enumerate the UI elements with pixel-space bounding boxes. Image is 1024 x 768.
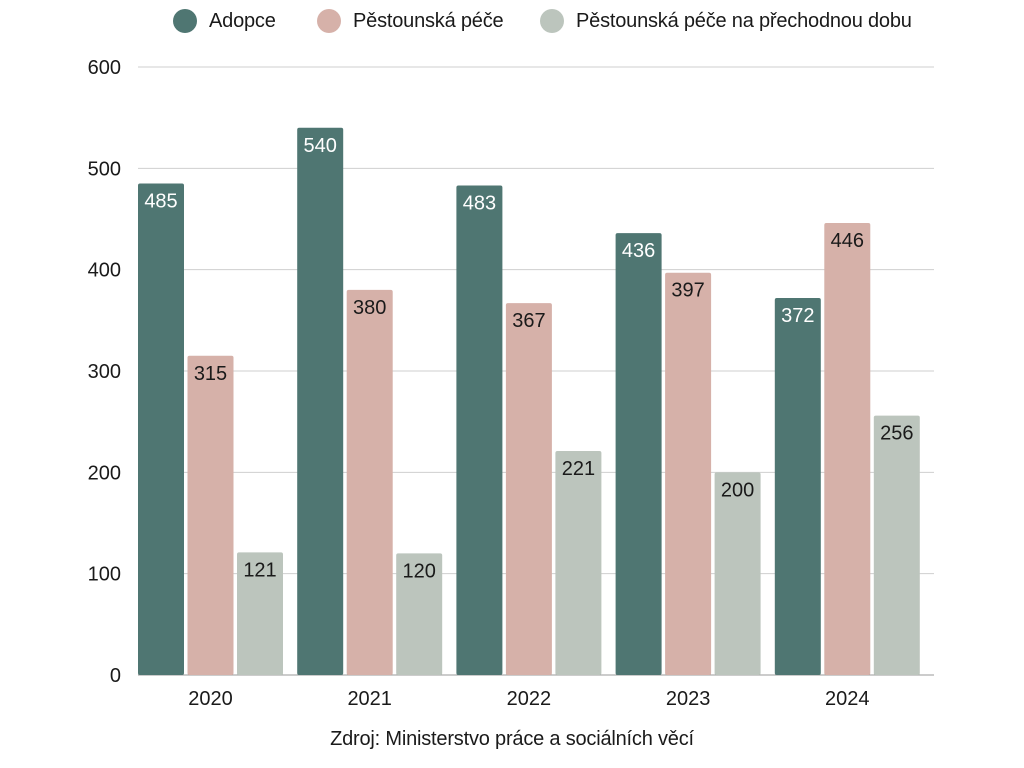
bar: [774, 298, 821, 675]
y-tick-label: 600: [88, 57, 121, 79]
bar-value-label: 397: [671, 280, 704, 302]
bar-value-label: 121: [243, 559, 276, 581]
bar: [615, 233, 662, 676]
x-tick-label: 2024: [825, 688, 870, 710]
legend-label-pestounska-pece: Pěstounská péče: [353, 9, 504, 32]
y-tick-label: 300: [88, 361, 121, 383]
bar: [714, 472, 761, 675]
legend-item-pestounska-pece: Pěstounská péče: [317, 6, 504, 36]
bar-value-label: 221: [562, 458, 595, 480]
x-tick-label: 2020: [188, 688, 233, 710]
legend-label-adopce: Adopce: [209, 9, 276, 32]
x-tick-label: 2022: [507, 688, 552, 710]
legend-swatch-adopce: [173, 9, 197, 33]
bar-value-label: 485: [144, 191, 177, 213]
legend-label-prechodna-pece: Pěstounská péče na přechodnou dobu: [576, 9, 912, 32]
y-tick-label: 400: [88, 260, 121, 282]
x-tick-label: 2021: [347, 688, 392, 710]
y-tick-label: 0: [110, 665, 121, 687]
bar: [237, 552, 283, 675]
legend-swatch-pestounska-pece: [317, 9, 341, 33]
bar-value-label: 540: [304, 135, 337, 157]
bar: [824, 223, 871, 675]
bar-value-label: 315: [194, 363, 227, 385]
bar-value-label: 200: [721, 479, 754, 501]
bar: [665, 272, 712, 675]
y-tick-label: 200: [88, 462, 121, 484]
bar: [187, 355, 234, 675]
bar-value-label: 256: [880, 423, 913, 445]
legend-item-prechodna-pece: Pěstounská péče na přechodnou dobu: [540, 6, 912, 36]
bar: [138, 183, 184, 676]
y-tick-label: 500: [88, 158, 121, 180]
bar: [873, 415, 920, 675]
bar: [346, 289, 393, 675]
bar-value-label: 483: [463, 193, 496, 215]
bar-value-label: 436: [622, 240, 655, 262]
x-tick-label: 2023: [666, 688, 711, 710]
legend-item-adopce: Adopce: [173, 6, 276, 36]
bar: [456, 185, 503, 675]
y-tick-label: 100: [88, 564, 121, 586]
legend: Adopce Pěstounská péče Pěstounská péče n…: [0, 6, 1024, 36]
bar-value-label: 367: [512, 310, 545, 332]
legend-swatch-prechodna-pece: [540, 9, 564, 33]
bar: [505, 303, 552, 675]
bar-value-label: 446: [831, 230, 864, 252]
bar: [396, 553, 443, 675]
source-note: Zdroj: Ministerstvo práce a sociálních v…: [330, 728, 694, 750]
bar-value-label: 120: [403, 560, 436, 582]
bar-value-label: 380: [353, 297, 386, 319]
bar: [297, 127, 344, 676]
bar-value-label: 372: [781, 305, 814, 327]
bar: [555, 451, 602, 675]
